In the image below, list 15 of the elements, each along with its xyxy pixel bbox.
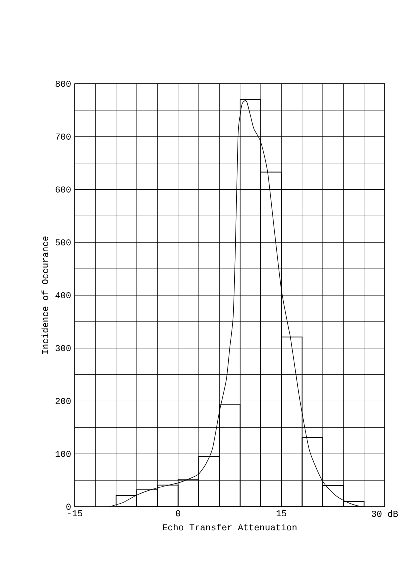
y-tick-label: 500 [56,240,71,246]
x-tick-label: 0 [176,510,180,517]
y-tick-label: 700 [56,134,71,140]
y-tick-label: 200 [56,398,71,404]
x-tick-label: 30 dB [372,510,398,518]
y-tick-label: 400 [56,292,71,299]
y-tick-label: 0 [66,504,71,510]
y-tick-label: 300 [56,345,71,352]
y-tick-label: 800 [56,80,71,88]
y-axis-title: Incidence of Occurance [42,236,48,354]
y-tick-label: 100 [56,451,71,458]
x-tick-label: -15 [68,510,83,517]
x-tick-label: 15 [276,510,286,517]
y-tick-label: 600 [56,186,71,193]
x-axis-title: Echo Transfer Attenuation [163,524,297,531]
